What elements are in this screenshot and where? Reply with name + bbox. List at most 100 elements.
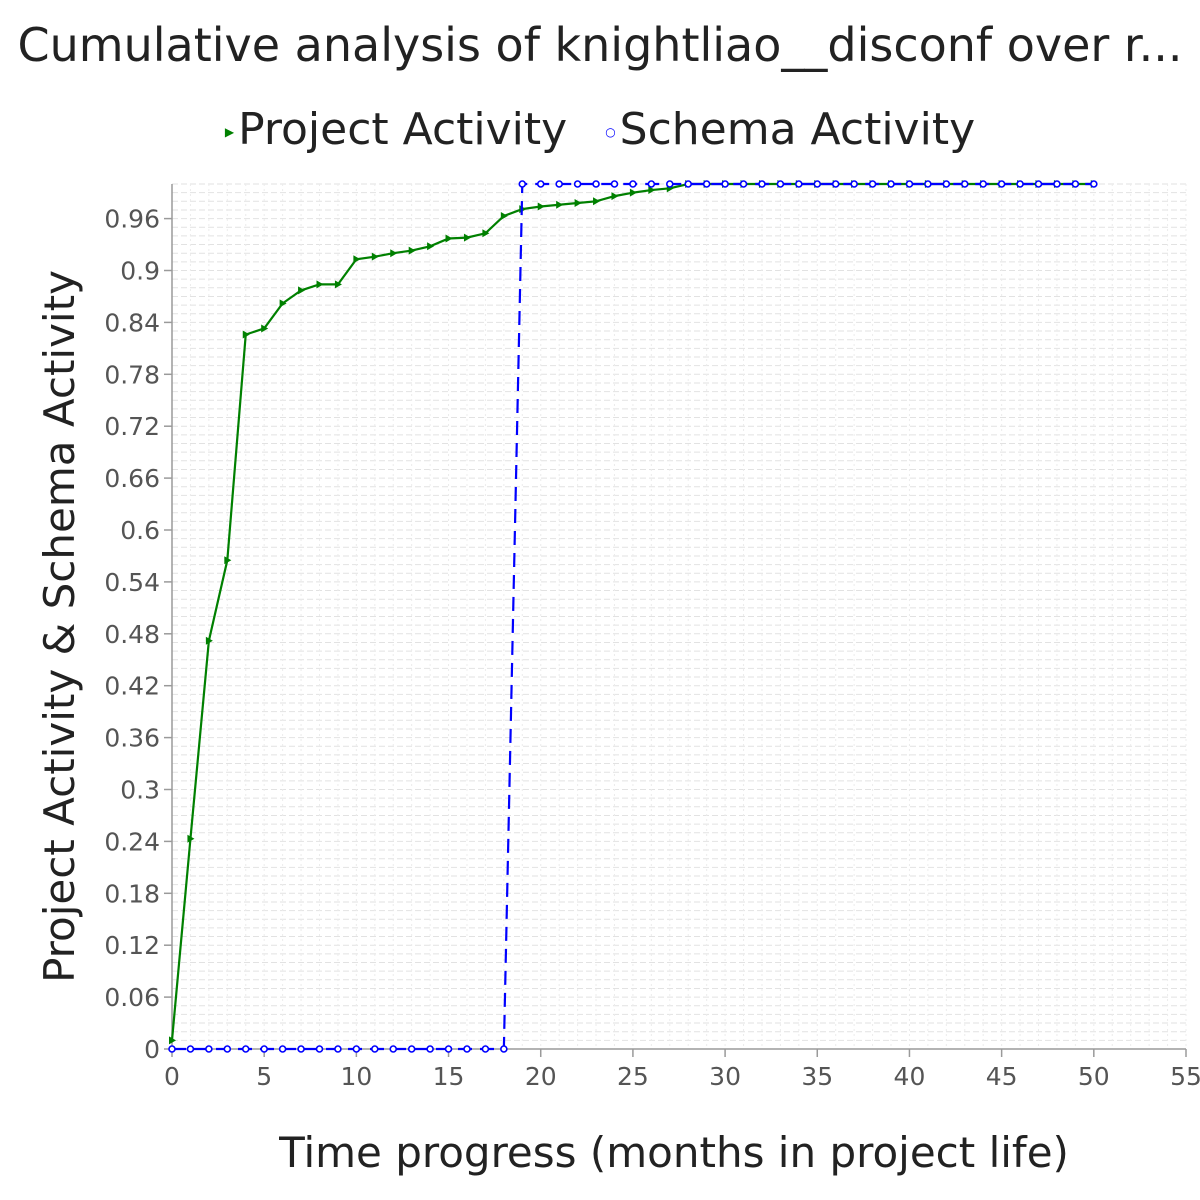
data-point: [556, 200, 564, 209]
x-tick-label: 50: [1078, 1062, 1110, 1091]
y-tick-label: 0: [144, 1035, 160, 1064]
data-point: [850, 180, 858, 188]
data-point: [573, 180, 582, 188]
data-point: [979, 180, 988, 188]
circle-marker-icon: ○: [605, 125, 616, 139]
data-point: [574, 199, 582, 208]
data-point: [702, 180, 711, 188]
y-tick-label: 0.72: [104, 412, 160, 441]
data-point: [684, 180, 693, 188]
data-point: [665, 180, 674, 188]
data-point: [187, 834, 195, 843]
data-point: [960, 180, 969, 188]
data-point: [371, 252, 379, 261]
y-tick-label: 0.12: [104, 931, 160, 960]
data-point: [887, 180, 895, 188]
y-tick-label: 0.24: [104, 827, 160, 856]
y-tick-label: 0.6: [120, 516, 160, 545]
data-point: [795, 180, 803, 188]
data-point: [169, 1036, 176, 1045]
x-tick-label: 40: [894, 1062, 926, 1091]
data-point: [537, 202, 545, 211]
data-point: [629, 188, 637, 197]
data-point: [168, 1045, 176, 1053]
legend-item-schema-activity[interactable]: ○Schema Activity: [605, 104, 975, 155]
data-point: [500, 212, 508, 221]
chart-title: Cumulative analysis of knightliao__disco…: [17, 18, 1183, 72]
data-point: [279, 299, 287, 308]
data-point: [482, 229, 490, 238]
data-point: [408, 246, 416, 255]
data-point: [813, 180, 822, 188]
data-point: [831, 180, 840, 188]
legend-item-project-activity[interactable]: ▶Project Activity: [225, 104, 567, 155]
x-tick-label: 45: [986, 1062, 1018, 1091]
data-point: [629, 180, 637, 188]
data-point: [555, 180, 563, 188]
y-tick-label: 0.48: [104, 620, 160, 649]
data-point: [1034, 180, 1043, 188]
data-point: [241, 1045, 250, 1053]
x-axis-title: Time progress (months in project life): [278, 1128, 1069, 1177]
data-point: [186, 1045, 195, 1053]
data-point: [298, 286, 306, 295]
grid: [171, 183, 1187, 1050]
y-tick-label: 0.84: [104, 308, 160, 337]
y-tick-label: 0.42: [104, 672, 160, 701]
legend-label-schema-activity: Schema Activity: [619, 104, 976, 155]
data-point: [242, 330, 250, 339]
y-axis-title: Project Activity & Schema Activity: [35, 270, 84, 983]
data-point: [389, 1045, 398, 1053]
series: [168, 180, 1098, 1053]
data-point: [1016, 180, 1024, 188]
data-point: [868, 180, 877, 188]
data-point: [776, 180, 785, 188]
data-point: [518, 180, 527, 188]
x-tick-label: 20: [525, 1062, 557, 1091]
y-tick-label: 0.9: [120, 257, 160, 286]
y-tick-label: 0.3: [120, 776, 160, 805]
data-point: [500, 1045, 508, 1053]
data-point: [334, 1045, 342, 1053]
data-point: [390, 249, 398, 258]
legend-label-project-activity: Project Activity: [238, 104, 568, 155]
data-point: [261, 324, 269, 333]
triangle-marker-icon: ▶: [224, 125, 235, 139]
x-tick-labels: 0 5 10 15 20 25 30 35 40 45 50 55: [164, 1062, 1200, 1091]
data-point: [407, 1045, 416, 1053]
data-point: [278, 1045, 287, 1053]
data-point: [370, 1045, 379, 1053]
data-point: [648, 186, 656, 195]
data-point: [205, 1045, 213, 1053]
data-point: [353, 255, 361, 264]
data-point: [444, 1045, 453, 1053]
y-tick-label: 0.36: [104, 724, 160, 753]
y-tick-label: 0.66: [104, 464, 160, 493]
data-point: [610, 180, 619, 188]
series-line-project-activity: [170, 182, 1094, 1041]
series-schema-activity: [168, 180, 1098, 1053]
data-point: [593, 197, 601, 206]
data-point: [647, 180, 656, 188]
data-point: [223, 1045, 232, 1053]
axes: [164, 184, 1187, 1057]
data-point: [942, 180, 951, 188]
data-point: [224, 556, 232, 565]
x-tick-label: 5: [256, 1062, 272, 1091]
data-point: [481, 1045, 490, 1053]
y-tick-label: 0.18: [104, 879, 160, 908]
data-point: [352, 1045, 361, 1053]
data-point: [536, 180, 545, 188]
data-point: [721, 180, 729, 188]
data-point: [316, 280, 324, 289]
y-tick-label: 0.78: [104, 360, 160, 389]
data-point: [463, 233, 471, 242]
y-tick-label: 0.54: [104, 568, 160, 597]
data-point: [426, 1045, 434, 1053]
data-point: [315, 1045, 324, 1053]
data-point: [611, 192, 619, 201]
data-point: [463, 1045, 471, 1053]
x-tick-label: 10: [340, 1062, 372, 1091]
data-point: [592, 180, 600, 188]
data-point: [205, 636, 213, 645]
